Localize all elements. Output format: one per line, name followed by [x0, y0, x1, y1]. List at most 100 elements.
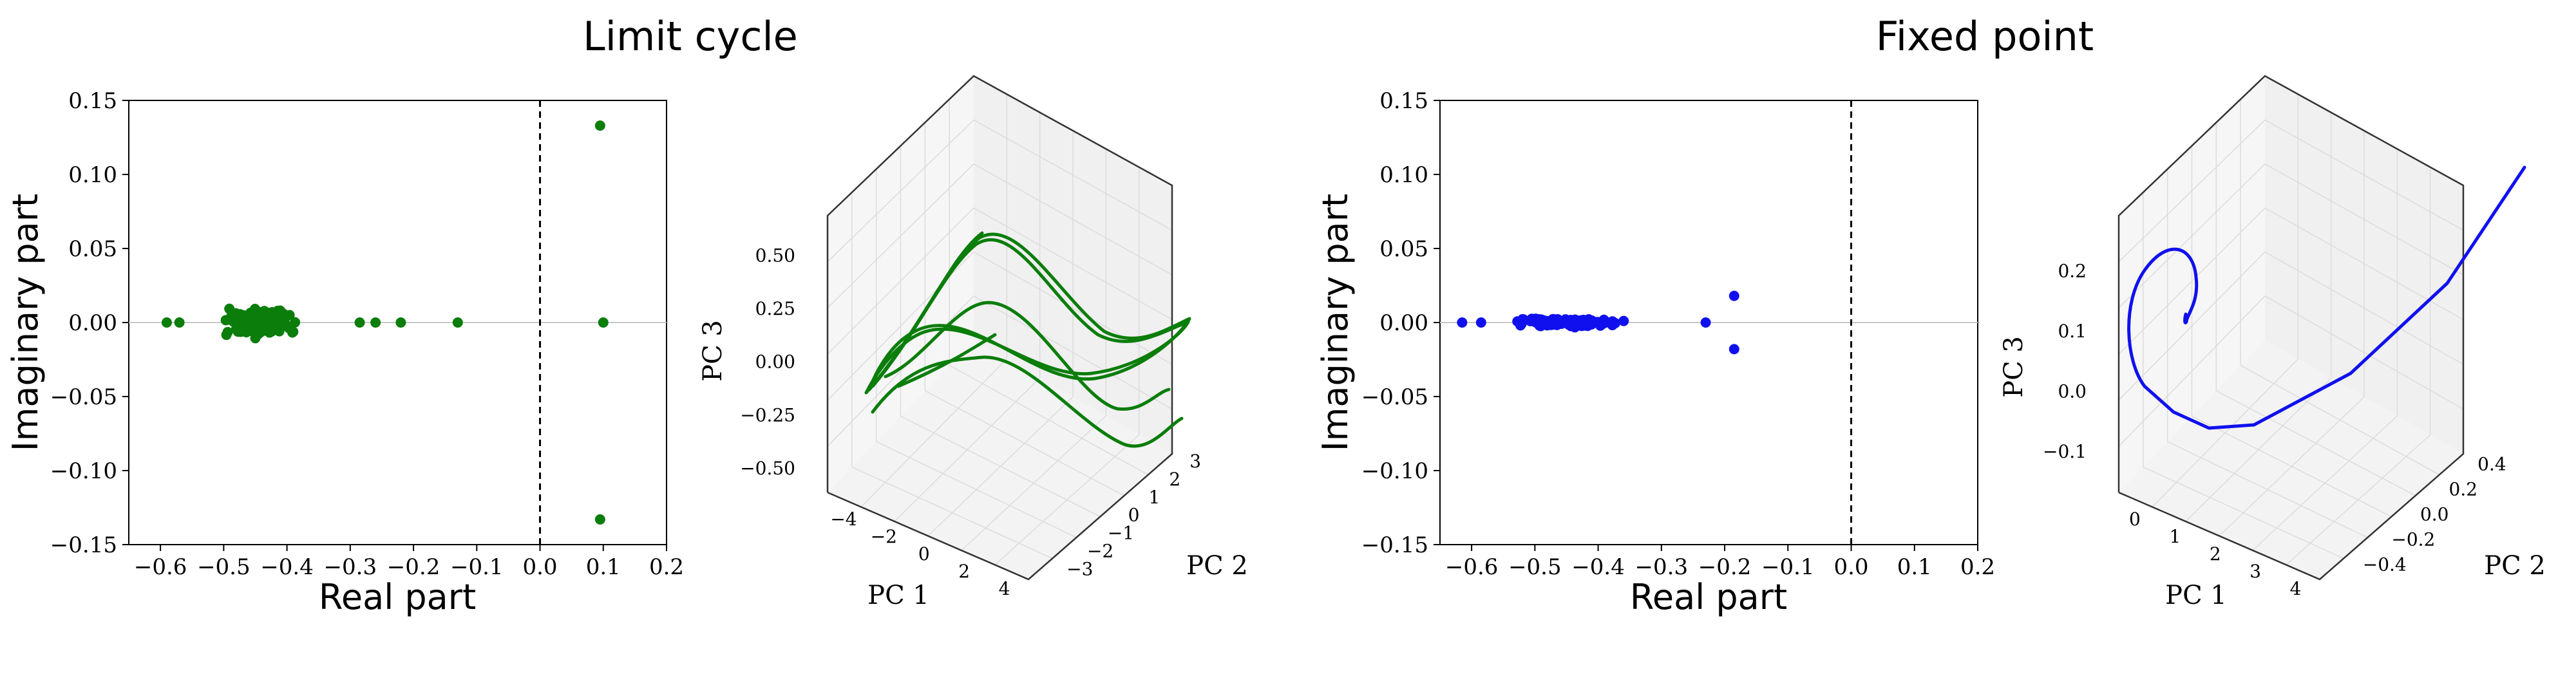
x-tick-label: −0.3 — [324, 554, 377, 580]
eigenvalue-point — [1457, 317, 1468, 328]
x-tick-label: 0.0 — [522, 554, 557, 580]
x-tick-label: 0.1 — [586, 554, 621, 580]
x-tick-label: 0.1 — [1897, 554, 1932, 580]
grid-line — [994, 434, 1140, 566]
y-tick-label: 0.05 — [68, 236, 117, 262]
trajectory-loop-lower — [871, 355, 1184, 448]
x-tick-label: −0.2 — [387, 554, 440, 580]
trajectory-loop — [864, 238, 1190, 395]
x-tick-label: −4 — [830, 509, 857, 530]
y-tick-label: 2 — [1169, 469, 1180, 490]
eigenvalue-point — [1515, 320, 1526, 331]
grid-line — [2118, 251, 2464, 401]
eigenvalue-point — [265, 310, 276, 321]
x-tick-label: 0.2 — [1960, 554, 1995, 580]
floor-pane — [828, 340, 1172, 579]
x-tick-label: 0.0 — [1833, 554, 1868, 580]
panel-limit-cycle-eigenvalues: −0.6 −0.5 −0.4 −0.3 −0.2 −0.1 0.0 0.1 0.2 −0.15 −0… — [5, 88, 684, 617]
eigenvalue-point — [253, 328, 264, 339]
title-fixed-point: Fixed point — [1876, 13, 2094, 60]
eigenvalue-point — [1728, 344, 1739, 355]
z-tick-label: −0.1 — [2043, 441, 2087, 462]
cube-outline — [2117, 75, 2465, 581]
x-tick-label: 0 — [2129, 509, 2141, 530]
x-tick-label: 0 — [918, 543, 930, 565]
x-tick-label: 3 — [2249, 561, 2261, 582]
x-axis-label: Real part — [1630, 577, 1787, 617]
title-limit-cycle: Limit cycle — [583, 13, 798, 60]
y-tick-label: −3 — [1066, 558, 1093, 579]
x-tick-label: −0.1 — [1761, 554, 1815, 580]
y-tick-label: 0.05 — [1379, 236, 1428, 262]
z-tick-label: −0.50 — [740, 458, 795, 479]
eigenvalue-point — [1566, 314, 1577, 325]
y-axis-label: Imaginary part — [1315, 194, 1356, 451]
x-tick-label: −0.5 — [1508, 554, 1562, 580]
y-tick-label: 0.15 — [1379, 88, 1428, 114]
eigenvalue-point — [1728, 290, 1739, 301]
eigenvalue-point — [174, 317, 185, 328]
z-tick-label: 0.00 — [755, 351, 795, 373]
eigenvalue-point — [240, 319, 251, 330]
x-tick-label: −0.6 — [1445, 554, 1499, 580]
eigenvalue-point — [354, 317, 365, 328]
y-tick-label: −0.4 — [2363, 554, 2407, 576]
eigenvalue-point — [1598, 314, 1609, 325]
x-axis-label: PC 1 — [2165, 581, 2227, 610]
eigenvalue-point — [1583, 317, 1594, 328]
y-tick-label: 3 — [1189, 451, 1201, 472]
x-axis-label: PC 1 — [867, 581, 929, 610]
eigenvalue-point — [395, 317, 406, 328]
floor-pane — [2119, 340, 2463, 579]
y-tick-label: 0.10 — [1379, 162, 1428, 188]
x-tick-label: 0.2 — [649, 554, 684, 580]
eigenvalue-point — [288, 326, 299, 337]
grid-line — [827, 251, 1173, 401]
x-tick-label: 2 — [958, 561, 970, 582]
x-tick-label: 4 — [999, 578, 1010, 599]
x-tick-label: 2 — [2210, 543, 2221, 565]
y-tick-label: −0.10 — [50, 458, 117, 484]
eigenvalue-point — [222, 326, 233, 337]
y-tick-label: 0.2 — [2449, 479, 2478, 500]
grid-line — [2286, 434, 2431, 566]
trajectory-loop-inner — [884, 301, 1171, 411]
y-tick-label: 0.10 — [68, 162, 117, 188]
z-axis-label: PC 3 — [698, 320, 728, 382]
eigenvalue-point — [1700, 317, 1711, 328]
eigenvalue-point — [264, 320, 275, 331]
eigenvalue-point — [284, 310, 295, 321]
eigenvalue-point — [232, 326, 243, 337]
y-tick-label: 0.00 — [1379, 310, 1428, 336]
y-tick-label: −1 — [1108, 523, 1134, 544]
trajectory-spiral — [2127, 165, 2526, 430]
eigenvalue-point — [1618, 315, 1629, 326]
y-tick-label: −2 — [1087, 540, 1113, 561]
y-tick-label: −0.10 — [1361, 458, 1428, 484]
x-tick-label: −0.1 — [450, 554, 504, 580]
z-tick-label: 0.1 — [2058, 321, 2087, 342]
z-tick-label: 0.2 — [2058, 260, 2087, 281]
eigenvalue-point — [224, 303, 235, 314]
eigenvalue-point — [1475, 317, 1486, 328]
y-axis-label: Imaginary part — [5, 194, 46, 451]
x-tick-label: −0.5 — [197, 554, 251, 580]
y-tick-label: −0.15 — [1361, 532, 1428, 558]
panel-fixed-point-eigenvalues: −0.6 −0.5 −0.4 −0.3 −0.2 −0.1 0.0 0.1 0.2 −0.15 −0… — [1315, 88, 1995, 617]
x-tick-label: 4 — [2290, 578, 2302, 599]
eigenvalue-point — [452, 317, 463, 328]
y-tick-label: −0.05 — [50, 384, 117, 410]
eigenvalue-point — [275, 314, 286, 325]
x-tick-label: −0.3 — [1635, 554, 1689, 580]
panel-limit-cycle-trajectory: 0.500.250.00−0.25−0.50−4−20243210−1−2−3 … — [698, 75, 1248, 610]
cube-outline — [826, 75, 1173, 581]
y-tick-label: 0.00 — [68, 310, 117, 336]
trajectory-transient — [896, 333, 997, 388]
eigenvalue-point — [1547, 317, 1558, 328]
eigenvalue-point — [249, 307, 260, 318]
z-axis-label: PC 3 — [1999, 336, 2029, 398]
trajectory-loop — [871, 231, 984, 388]
y-tick-label: 1 — [1149, 487, 1160, 508]
